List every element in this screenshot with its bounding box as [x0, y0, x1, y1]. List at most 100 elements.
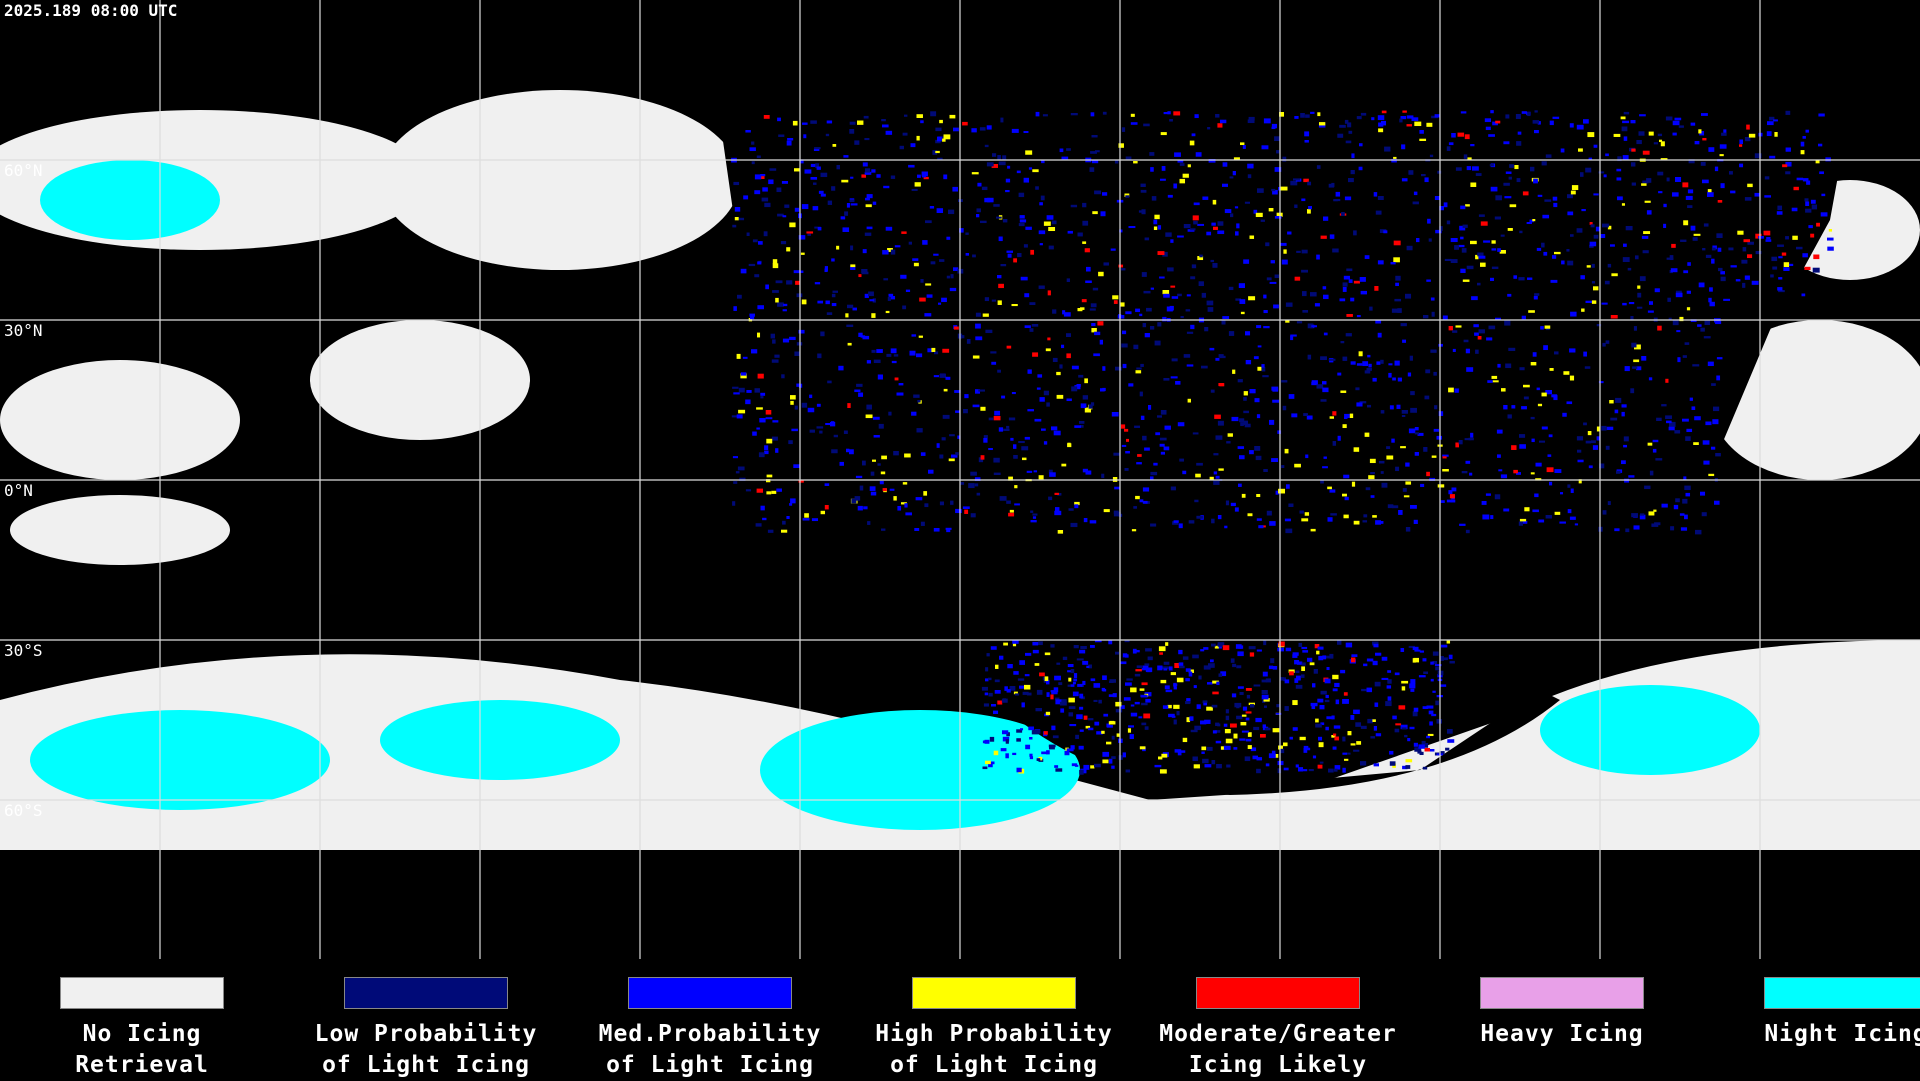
- icing-pixel: [1214, 645, 1219, 649]
- icing-pixel: [1023, 177, 1030, 183]
- icing-pixel: [819, 430, 823, 434]
- icing-pixel: [1542, 214, 1550, 219]
- icing-pixel: [997, 300, 1002, 305]
- icing-pixel: [1136, 462, 1142, 465]
- icing-pixel: [1707, 192, 1714, 197]
- icing-pixel: [1478, 214, 1485, 217]
- icing-pixel: [1641, 356, 1647, 361]
- icing-pixel: [1593, 234, 1599, 239]
- icing-pixel: [1310, 292, 1317, 297]
- icing-pixel: [804, 169, 812, 174]
- icing-pixel: [1074, 501, 1080, 506]
- icing-pixel: [1370, 736, 1376, 739]
- icing-pixel: [1337, 133, 1344, 138]
- icing-pixel: [1587, 132, 1595, 138]
- icing-pixel: [993, 710, 999, 714]
- icing-pixel: [1068, 706, 1076, 709]
- icing-pixel: [788, 440, 793, 445]
- icing-pixel: [1519, 367, 1525, 371]
- icing-pixel: [752, 431, 757, 436]
- icing-pixel: [1032, 641, 1039, 646]
- icing-pixel: [1082, 241, 1087, 244]
- icing-pixel: [1316, 650, 1320, 655]
- icing-pixel: [1159, 652, 1163, 655]
- icing-pixel: [869, 486, 876, 491]
- icing-pixel: [1067, 670, 1072, 673]
- icing-pixel: [1560, 492, 1564, 495]
- icing-pixel: [862, 162, 868, 167]
- icing-pixel: [754, 274, 760, 278]
- icing-pixel: [1796, 246, 1803, 250]
- icing-pixel: [1004, 686, 1008, 691]
- icing-pixel: [1325, 694, 1329, 699]
- icing-pixel: [764, 450, 769, 455]
- icing-pixel: [1421, 174, 1426, 177]
- icing-pixel: [1082, 680, 1086, 686]
- icing-pixel: [737, 294, 742, 299]
- icing-pixel: [762, 187, 768, 192]
- icing-pixel: [991, 361, 997, 365]
- icing-pixel: [1495, 195, 1502, 201]
- icing-pixel: [1429, 154, 1434, 158]
- icing-pixel: [1013, 444, 1017, 449]
- icing-pixel: [1631, 513, 1638, 518]
- icing-pixel: [1002, 155, 1007, 160]
- icing-pixel: [1630, 316, 1634, 321]
- icing-pixel: [1197, 223, 1205, 226]
- icing-pixel: [1589, 222, 1593, 225]
- icing-pixel: [1554, 251, 1561, 255]
- icing-pixel: [993, 416, 1001, 421]
- icing-pixel: [941, 297, 947, 303]
- icing-pixel: [1129, 734, 1134, 740]
- icing-pixel: [1410, 407, 1417, 413]
- icing-pixel: [1785, 110, 1791, 115]
- icing-pixel: [982, 313, 989, 317]
- icing-pixel: [1126, 438, 1130, 442]
- icing-pixel: [1442, 315, 1448, 320]
- icing-pixel: [1007, 165, 1011, 169]
- icing-pixel: [1602, 510, 1607, 515]
- icing-pixel: [1300, 674, 1305, 678]
- icing-pixel: [1466, 265, 1474, 270]
- icing-pixel: [1697, 324, 1702, 327]
- cloud: [40, 160, 220, 240]
- icing-pixel: [1155, 432, 1161, 436]
- icing-pixel: [1637, 285, 1641, 289]
- icing-pixel: [1047, 337, 1051, 341]
- icing-pixel: [757, 305, 764, 310]
- icing-pixel: [1271, 750, 1276, 755]
- icing-pixel: [1350, 743, 1356, 746]
- icing-pixel: [1048, 496, 1053, 501]
- legend-label-line: of Light Icing: [606, 1052, 814, 1078]
- icing-pixel: [1268, 665, 1274, 670]
- icing-pixel: [972, 254, 976, 258]
- icing-pixel: [1815, 159, 1820, 164]
- icing-pixel: [1140, 189, 1147, 193]
- icing-pixel: [1009, 509, 1014, 513]
- icing-pixel: [1636, 366, 1642, 371]
- icing-pixel: [1492, 380, 1499, 383]
- icing-pixel: [1139, 746, 1146, 750]
- icing-pixel: [1070, 113, 1078, 116]
- icing-pixel: [1005, 753, 1009, 759]
- icing-pixel: [1247, 119, 1255, 124]
- icing-pixel: [1751, 280, 1759, 285]
- icing-pixel: [1596, 436, 1601, 441]
- icing-pixel: [1356, 116, 1362, 120]
- icing-pixel: [1528, 310, 1535, 313]
- icing-pixel: [1079, 729, 1084, 732]
- icing-pixel: [1452, 330, 1458, 333]
- icing-pixel: [960, 482, 965, 485]
- icing-pixel: [893, 354, 899, 357]
- icing-pixel: [1409, 683, 1416, 689]
- icing-pixel: [1320, 480, 1324, 484]
- icing-pixel: [1513, 275, 1518, 279]
- icing-pixel: [992, 153, 997, 157]
- icing-pixel: [1435, 700, 1439, 706]
- icing-pixel: [1350, 170, 1355, 175]
- icing-pixel: [1323, 456, 1327, 459]
- icing-pixel: [1426, 279, 1431, 282]
- icing-pixel: [786, 140, 792, 146]
- icing-pixel: [1821, 193, 1826, 197]
- icing-pixel: [1177, 750, 1182, 756]
